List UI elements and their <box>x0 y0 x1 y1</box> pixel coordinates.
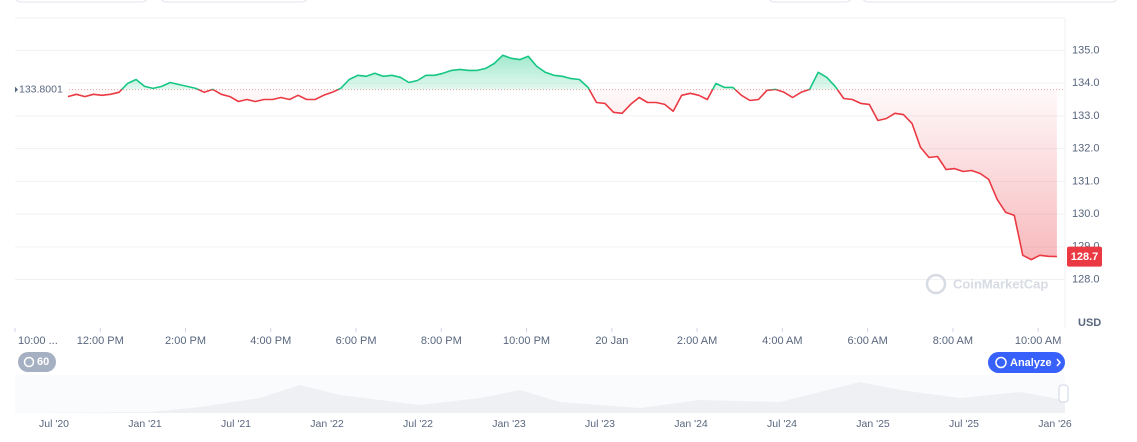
x-tick-label: 2:00 PM <box>165 335 206 347</box>
navigator-label: Jan '22 <box>310 418 344 430</box>
x-tick-label: 10:00 AM <box>1015 335 1061 347</box>
baseline-label: 133.8001 <box>19 83 63 95</box>
grid: 128.0129.0130.0131.0132.0133.0134.0135.0… <box>14 44 1100 347</box>
x-tick-label: 10:00 PM <box>503 335 550 347</box>
navigator-label: Jan '26 <box>1038 418 1072 430</box>
y-tick-label: 128.0 <box>1072 273 1100 285</box>
clock-icon <box>23 356 35 368</box>
analyze-label: Analyze <box>1010 357 1052 369</box>
navigator-label: Jan '23 <box>492 418 526 430</box>
toolbar-button[interactable] <box>15 0 148 3</box>
toolbar-button[interactable] <box>862 0 1118 3</box>
y-tick-label: 133.0 <box>1072 110 1100 122</box>
navigator-overview <box>15 382 1065 413</box>
x-tick-label: 8:00 AM <box>933 335 973 347</box>
x-tick-label: 12:00 PM <box>77 335 124 347</box>
plot: 133.8001 128.7 <box>15 54 1102 267</box>
navigator-axis: Jul '20 Jan '21 Jul '21 Jan '22 Jul '22 Jan '… <box>39 418 1072 430</box>
current-price-badge <box>1067 246 1102 267</box>
x-tick-label: 20 Jan <box>595 335 628 347</box>
y-tick-label: 134.0 <box>1072 77 1100 89</box>
watermark: CoinMarketCap <box>953 276 1048 291</box>
x-tick-label: 6:00 AM <box>847 335 887 347</box>
y-tick-label: 131.0 <box>1072 175 1100 187</box>
toolbar-button[interactable] <box>768 0 852 3</box>
navigator-label: Jul '22 <box>403 418 433 430</box>
analyze-button[interactable] <box>988 352 1065 373</box>
navigator-handle[interactable] <box>1058 384 1069 403</box>
x-tick-label: 6:00 PM <box>336 335 377 347</box>
navigator-label: Jan '25 <box>856 418 890 430</box>
toolbar-button[interactable] <box>160 0 308 3</box>
navigator-label: Jul '20 <box>39 418 69 430</box>
interval-label: 60 <box>37 356 49 368</box>
navigator-label: Jul '25 <box>949 418 979 430</box>
price-line <box>67 54 1057 261</box>
x-tick-label: 10:00 ... <box>18 335 58 347</box>
x-tick-label: 4:00 PM <box>250 335 291 347</box>
chevron <box>1056 358 1061 367</box>
navigator-label: Jan '24 <box>674 418 708 430</box>
baseline-label-bg <box>15 82 67 97</box>
navigator-label: Jul '23 <box>585 418 615 430</box>
navigator-label: Jan '21 <box>128 418 162 430</box>
x-tick-label: 4:00 AM <box>762 335 802 347</box>
y-tick-label: 132.0 <box>1072 143 1100 155</box>
navigator-label: Jul '21 <box>221 418 251 430</box>
y-tick-label: 135.0 <box>1072 44 1100 56</box>
x-tick-label: 8:00 PM <box>421 335 462 347</box>
price-area <box>67 55 1057 260</box>
x-tick-label: 2:00 AM <box>677 335 717 347</box>
navigator-label: Jul '24 <box>767 418 797 430</box>
current-price-label: 128.7 <box>1071 251 1099 263</box>
y-tick-label: 130.0 <box>1072 208 1100 220</box>
baseline-marker <box>15 86 18 93</box>
currency-label: USD <box>1078 317 1101 329</box>
watermark-logo <box>925 273 947 295</box>
analyze-icon <box>995 356 1007 369</box>
